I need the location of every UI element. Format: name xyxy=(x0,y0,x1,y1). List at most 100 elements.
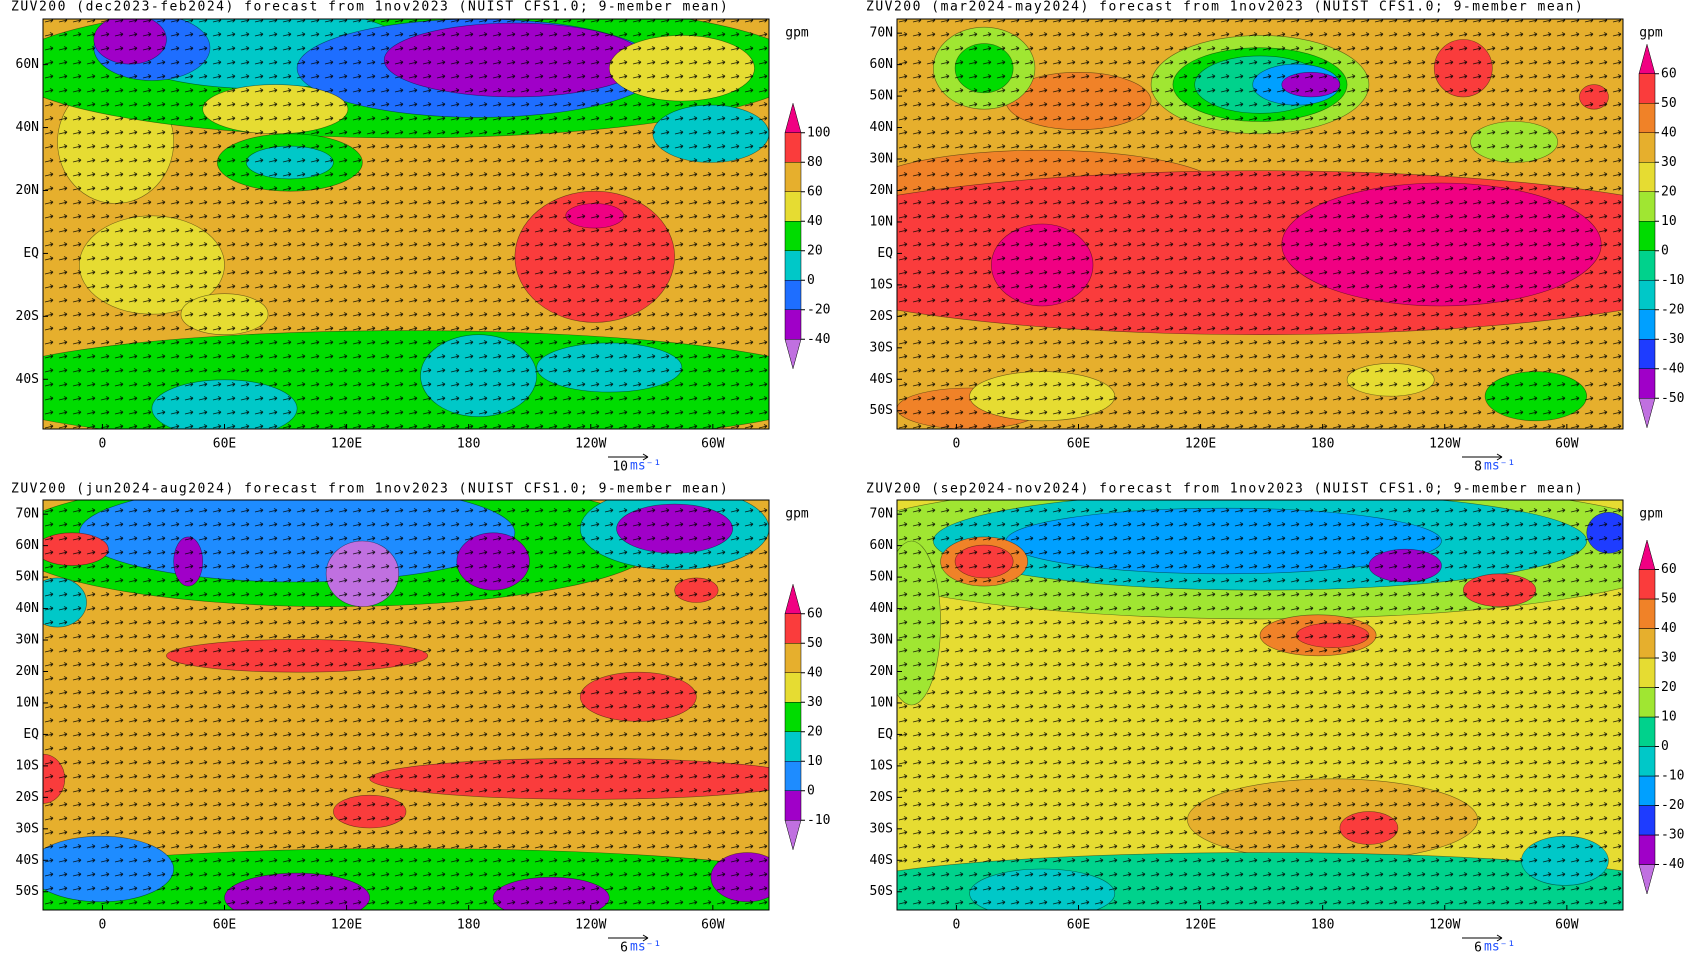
colorbar-label: -20 xyxy=(1661,798,1684,813)
lat-tick-label: 50N xyxy=(870,570,893,585)
colorbar-segment xyxy=(784,702,802,732)
colorbar-label: 40 xyxy=(807,214,823,229)
colorbar-label: -30 xyxy=(1661,828,1684,843)
lat-tick-label: 60N xyxy=(16,538,39,553)
colorbar-segment xyxy=(1638,598,1656,629)
colorbar-segment xyxy=(784,191,802,222)
colorbar-label: 20 xyxy=(807,724,823,739)
colorbar-label: 10 xyxy=(1661,710,1677,725)
colorbar-label: -10 xyxy=(807,813,830,828)
colorbar-label: 40 xyxy=(1661,621,1677,636)
colorbar-segment xyxy=(784,162,802,192)
colorbar-segment xyxy=(1638,339,1656,369)
contour-field xyxy=(43,19,769,429)
colorbar-segment xyxy=(784,731,802,762)
lat-tick-label: 10S xyxy=(870,758,893,773)
colorbar-label: 60 xyxy=(1661,562,1677,577)
vector-scale-unit: ms⁻¹ xyxy=(630,940,661,955)
vector-scale-arrow xyxy=(608,453,649,461)
colorbar-label: 60 xyxy=(807,184,823,199)
lat-tick-label: 70N xyxy=(870,507,893,522)
lon-tick-label: 60W xyxy=(1555,437,1579,452)
lat-tick-label: 30S xyxy=(870,340,893,355)
vector-scale-value: 10 xyxy=(612,460,628,475)
map-panel: ZUV200 (mar2024-may2024) forecast from 1… xyxy=(866,0,1684,475)
lat-tick-label: 50N xyxy=(870,89,893,104)
colorbar-label: 0 xyxy=(1661,739,1669,754)
lat-tick-label: 20S xyxy=(870,309,893,324)
lat-tick-label: 70N xyxy=(870,26,893,41)
lat-tick-label: 10N xyxy=(16,695,39,710)
lat-tick-label: 20N xyxy=(16,183,39,198)
lat-tick-label: 40S xyxy=(870,372,893,387)
lon-tick-label: 60W xyxy=(701,918,725,933)
colorbar-triangle xyxy=(784,102,802,133)
lon-tick-label: 120E xyxy=(331,918,362,933)
lat-tick-label: 10N xyxy=(870,214,893,229)
map-frame xyxy=(42,18,770,430)
lat-tick-label: 20N xyxy=(870,183,893,198)
lat-tick-label: EQ xyxy=(877,727,893,742)
lat-tick-label: 40N xyxy=(870,601,893,616)
unit-label: gpm xyxy=(785,507,809,522)
colorbar-label: 40 xyxy=(807,665,823,680)
colorbar-label: 30 xyxy=(807,695,823,710)
lon-tick-label: 180 xyxy=(1311,918,1334,933)
lat-tick-label: 50S xyxy=(870,884,893,899)
lat-tick-label: 60N xyxy=(870,538,893,553)
colorbar-segment xyxy=(1638,775,1656,806)
lat-tick-label: 30N xyxy=(870,152,893,167)
colorbar-label: 0 xyxy=(1661,243,1669,258)
wind-vectors xyxy=(897,500,1623,910)
colorbar-segment xyxy=(1638,250,1656,281)
wind-vectors xyxy=(43,500,769,910)
colorbar-segment xyxy=(1638,103,1656,133)
colorbar-triangle xyxy=(1638,539,1656,570)
panel-title: ZUV200 (mar2024-may2024) forecast from 1… xyxy=(866,0,1584,15)
colorbar-segment xyxy=(784,221,802,251)
lon-tick-label: 120E xyxy=(331,437,362,452)
colorbar-label: 60 xyxy=(1661,66,1677,81)
colorbar-segment xyxy=(784,132,802,163)
lat-tick-label: 20S xyxy=(16,309,39,324)
colorbar-segment xyxy=(1638,834,1656,865)
lat-tick-label: 20N xyxy=(16,664,39,679)
colorbar-segment xyxy=(784,280,802,310)
vector-scale-value: 6 xyxy=(1474,941,1482,956)
unit-label: gpm xyxy=(1639,507,1663,522)
lon-tick-label: 180 xyxy=(457,437,480,452)
colorbar-label: 20 xyxy=(1661,680,1677,695)
contour-field xyxy=(897,19,1623,429)
lat-tick-label: 50S xyxy=(16,884,39,899)
colorbar-label: 60 xyxy=(807,606,823,621)
wind-vectors xyxy=(897,19,1623,429)
vector-scale-unit: ms⁻¹ xyxy=(630,459,661,474)
colorbar-label: 30 xyxy=(1661,651,1677,666)
colorbar-label: -20 xyxy=(807,302,830,317)
colorbar-label: 80 xyxy=(807,155,823,170)
lat-tick-label: 60N xyxy=(16,57,39,72)
colorbar-segment xyxy=(784,790,802,821)
lat-tick-label: 10S xyxy=(870,277,893,292)
colorbar-segment xyxy=(1638,628,1656,659)
colorbar-label: 0 xyxy=(807,273,815,288)
lat-tick-label: 50N xyxy=(16,570,39,585)
panel-title: ZUV200 (sep2024-nov2024) forecast from 1… xyxy=(866,482,1584,497)
lat-tick-label: 30S xyxy=(16,821,39,836)
colorbar-label: 20 xyxy=(807,243,823,258)
lat-tick-label: 30S xyxy=(870,821,893,836)
vector-scale-unit: ms⁻¹ xyxy=(1484,940,1515,955)
vector-scale-arrow xyxy=(608,934,649,942)
colorbar-label: -40 xyxy=(807,332,830,347)
colorbar-label: 50 xyxy=(807,636,823,651)
colorbar-label: 30 xyxy=(1661,155,1677,170)
lon-tick-label: 120W xyxy=(575,437,606,452)
lon-tick-label: 180 xyxy=(457,918,480,933)
lon-tick-label: 60W xyxy=(701,437,725,452)
colorbar-segment xyxy=(1638,221,1656,251)
lat-tick-label: 30N xyxy=(16,633,39,648)
lat-tick-label: 40N xyxy=(870,120,893,135)
colorbar-label: 40 xyxy=(1661,125,1677,140)
lon-tick-label: 60E xyxy=(213,437,236,452)
